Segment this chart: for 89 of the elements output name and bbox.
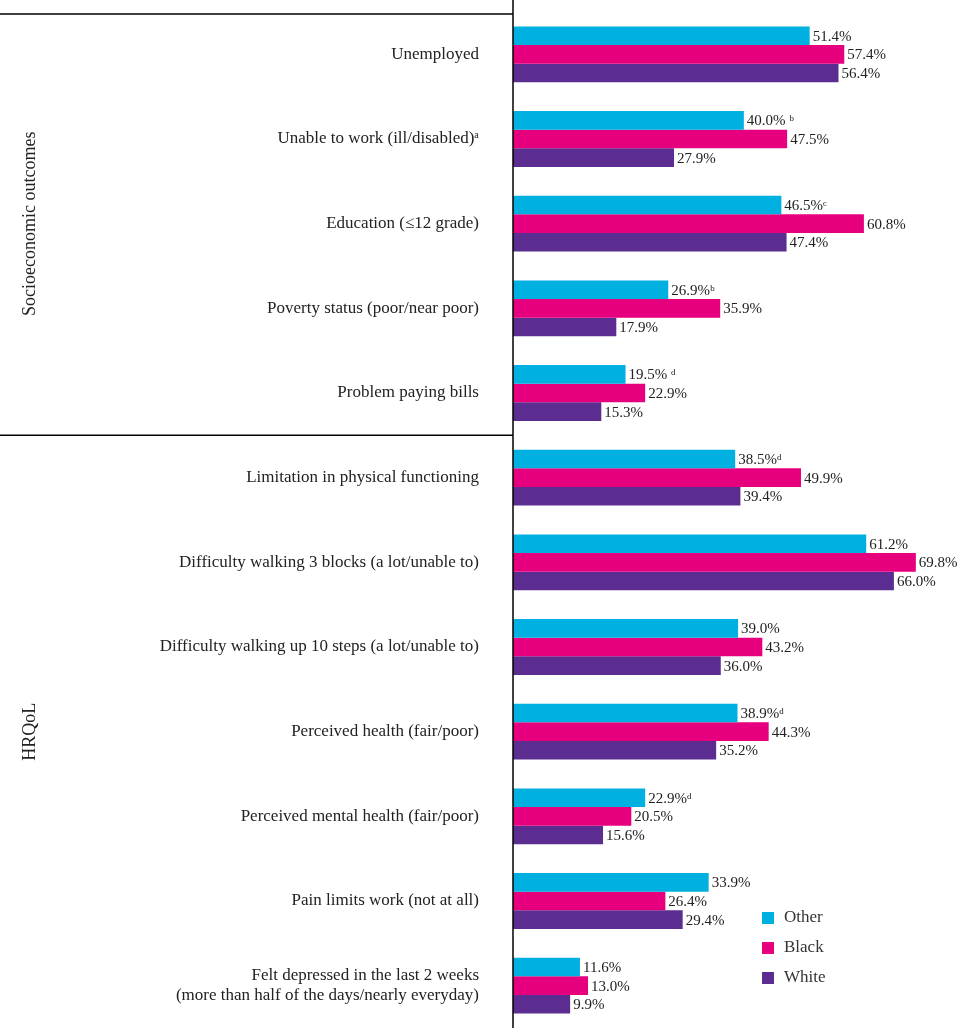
data-label: 9.9% xyxy=(573,996,605,1013)
bar xyxy=(513,365,626,384)
data-label: 22.9%ᵈ xyxy=(648,789,692,806)
data-label: 60.8% xyxy=(866,215,906,232)
bar xyxy=(513,873,709,892)
y-tick-label: Education (≤12 grade) xyxy=(326,213,479,233)
data-label: 47.5% xyxy=(790,130,829,147)
data-label: 66.0% xyxy=(896,572,936,589)
data-label: 19.5% ᵈ xyxy=(628,366,677,383)
text: Socioeconomic outcomes xyxy=(18,131,39,316)
bar xyxy=(513,994,571,1014)
legend-label: Other xyxy=(784,907,824,927)
bar xyxy=(513,722,769,741)
legend-label: Black xyxy=(784,937,825,957)
bar xyxy=(513,910,683,929)
bar xyxy=(513,976,589,995)
y-tick-label: Problem paying bills xyxy=(337,382,479,402)
bar xyxy=(513,317,617,337)
bar xyxy=(513,788,646,808)
bar xyxy=(513,957,580,977)
y-tick-label: Unable to work (ill/disabled)ᵃ xyxy=(277,128,480,148)
bar xyxy=(513,383,646,403)
y-tick-label: Pain limits work (not at all) xyxy=(291,890,479,910)
bar xyxy=(513,891,666,911)
bar xyxy=(513,825,604,845)
data-label: 35.9% xyxy=(723,300,762,317)
data-label: 61.2% xyxy=(869,535,908,552)
data-label: 15.3% xyxy=(604,403,644,420)
data-label: 26.9%ᵇ xyxy=(671,281,715,298)
y-tick-label: Felt depressed in the last 2 weeks (more than half of the days/nearly everyday) xyxy=(175,964,479,1005)
bar xyxy=(513,129,788,149)
data-label: 29.4% xyxy=(685,911,725,928)
bar xyxy=(513,656,721,675)
legend-label: White xyxy=(784,967,826,987)
bar xyxy=(513,619,739,638)
data-label: 44.3% xyxy=(771,723,811,740)
text: HRQoL xyxy=(18,702,39,761)
bar xyxy=(513,534,867,554)
data-label: 20.5% xyxy=(634,808,674,825)
bar xyxy=(513,299,721,318)
bar xyxy=(513,637,763,657)
data-label: 43.2% xyxy=(765,638,805,655)
y-tick-label: Unemployed xyxy=(391,43,480,63)
data-label: 47.4% xyxy=(789,234,829,251)
bar xyxy=(513,449,736,469)
y-tick-label: Perceived health (fair/poor) xyxy=(291,721,479,741)
bar xyxy=(513,402,602,421)
bar xyxy=(513,553,916,572)
bar xyxy=(513,26,810,46)
data-label: 38.5%ᵈ xyxy=(738,450,782,467)
y-tick-label: Perceived mental health (fair/poor) xyxy=(240,805,479,825)
bar xyxy=(513,703,738,723)
data-label: 22.9% xyxy=(648,384,687,401)
data-label: 35.2% xyxy=(719,742,758,759)
data-label: 26.4% xyxy=(668,892,708,909)
bar xyxy=(513,468,801,487)
bar xyxy=(513,571,894,591)
data-label: 39.0% xyxy=(741,620,780,637)
bar xyxy=(513,148,675,167)
data-label: 40.0% ᵇ xyxy=(746,112,795,129)
data-label: 15.6% xyxy=(606,826,645,843)
bar xyxy=(513,63,839,83)
data-label: 36.0% xyxy=(723,657,763,674)
bar xyxy=(513,232,787,252)
bar xyxy=(513,214,864,233)
bar xyxy=(513,280,669,300)
data-label: 51.4% xyxy=(812,27,852,44)
y-tick-label: Poverty status (poor/near poor) xyxy=(267,297,479,317)
bar xyxy=(513,740,717,760)
data-label: 69.8% xyxy=(918,554,958,571)
bar xyxy=(513,195,782,215)
data-label: 11.6% xyxy=(582,958,622,975)
data-label: 46.5%ᶜ xyxy=(784,196,828,213)
data-label: 33.9% xyxy=(711,874,751,891)
data-label: 56.4% xyxy=(841,64,881,81)
y-tick-label: Difficulty walking 3 blocks (a lot/unable to) xyxy=(179,551,479,571)
y-tick-label: Difficulty walking up 10 steps (a lot/unable to) xyxy=(159,636,479,656)
y-tick-label: Limitation in physical functioning xyxy=(246,467,480,487)
bar xyxy=(513,807,632,826)
data-label: 57.4% xyxy=(847,46,887,63)
data-label: 27.9% xyxy=(677,149,716,166)
data-label: 17.9% xyxy=(619,318,659,335)
data-label: 38.9%ᵈ xyxy=(740,704,785,721)
data-label: 49.9% xyxy=(803,469,843,486)
bar xyxy=(513,45,845,64)
data-label: 13.0% xyxy=(591,977,630,994)
bar xyxy=(513,486,741,506)
bar xyxy=(513,111,744,130)
data-label: 39.4% xyxy=(743,488,783,505)
